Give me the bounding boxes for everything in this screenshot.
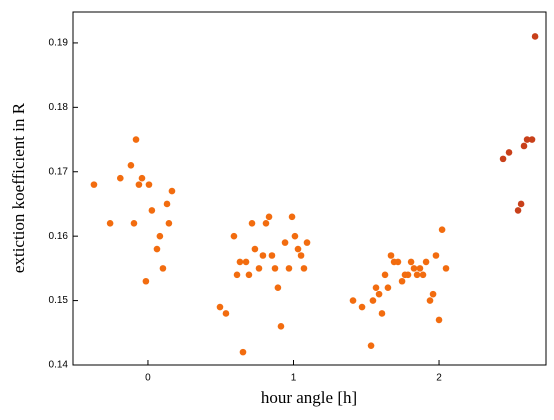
point xyxy=(367,342,375,349)
point xyxy=(236,258,244,266)
point xyxy=(216,303,224,311)
point xyxy=(153,245,161,253)
point xyxy=(413,271,421,279)
point xyxy=(514,207,522,214)
point xyxy=(387,252,395,259)
point xyxy=(394,258,402,266)
point xyxy=(404,271,412,279)
point xyxy=(288,213,296,221)
point xyxy=(297,252,305,259)
y-tick-label: 0.17 xyxy=(49,166,69,177)
point xyxy=(435,316,443,324)
point xyxy=(398,277,406,285)
point xyxy=(410,265,418,272)
y-tick-label: 0.19 xyxy=(49,38,69,49)
point xyxy=(300,265,308,272)
point xyxy=(349,297,357,304)
plot-frame xyxy=(72,11,547,366)
point xyxy=(132,136,140,143)
x-axis-label: hour angle [h] xyxy=(261,388,357,407)
point xyxy=(117,174,124,182)
point xyxy=(372,284,380,292)
y-tick-label: 0.14 xyxy=(49,360,69,371)
point xyxy=(271,265,279,272)
point xyxy=(163,200,171,208)
point xyxy=(142,277,150,285)
point xyxy=(381,271,389,279)
point xyxy=(233,271,241,279)
point xyxy=(442,265,450,272)
x-tick-label: 0 xyxy=(145,373,151,384)
point xyxy=(90,181,98,188)
point xyxy=(239,348,247,356)
point xyxy=(135,181,143,188)
point xyxy=(277,323,285,330)
point xyxy=(303,239,311,246)
point xyxy=(422,258,430,266)
x-tick-label: 1 xyxy=(291,373,297,384)
y-axis-label: extiction koefficient in R xyxy=(9,102,28,273)
point xyxy=(138,174,146,182)
point xyxy=(523,136,531,143)
point xyxy=(159,265,167,272)
point xyxy=(426,297,434,304)
point xyxy=(384,284,392,292)
point xyxy=(127,162,135,169)
point xyxy=(259,252,267,259)
point xyxy=(245,271,253,279)
point xyxy=(531,33,539,40)
x-tick-label: 2 xyxy=(436,373,442,384)
point xyxy=(145,181,153,188)
point xyxy=(248,219,256,227)
point xyxy=(505,149,513,156)
point xyxy=(429,290,437,298)
point xyxy=(416,265,424,272)
point xyxy=(285,265,293,272)
point xyxy=(291,232,299,240)
point xyxy=(148,207,156,214)
point xyxy=(369,297,377,304)
point xyxy=(281,239,289,246)
point xyxy=(520,142,528,150)
point xyxy=(407,258,415,266)
point xyxy=(265,213,273,221)
point xyxy=(262,219,270,227)
point xyxy=(165,219,173,227)
point xyxy=(242,258,250,266)
point xyxy=(222,310,230,317)
y-tick-label: 0.15 xyxy=(49,295,69,306)
point xyxy=(375,290,383,298)
point xyxy=(106,219,114,227)
point xyxy=(230,232,238,240)
point xyxy=(130,219,138,227)
point xyxy=(168,187,176,195)
point xyxy=(419,271,427,279)
point xyxy=(274,284,282,292)
point xyxy=(251,245,259,253)
point xyxy=(156,232,164,240)
point xyxy=(438,226,446,234)
point xyxy=(517,200,525,208)
point xyxy=(378,310,386,317)
y-tick-label: 0.16 xyxy=(49,231,69,242)
point xyxy=(432,252,440,259)
point xyxy=(268,252,276,259)
point xyxy=(358,303,366,311)
point xyxy=(294,245,302,253)
point xyxy=(255,265,263,272)
point xyxy=(528,136,536,143)
point xyxy=(499,155,507,163)
y-tick-label: 0.18 xyxy=(49,102,69,113)
